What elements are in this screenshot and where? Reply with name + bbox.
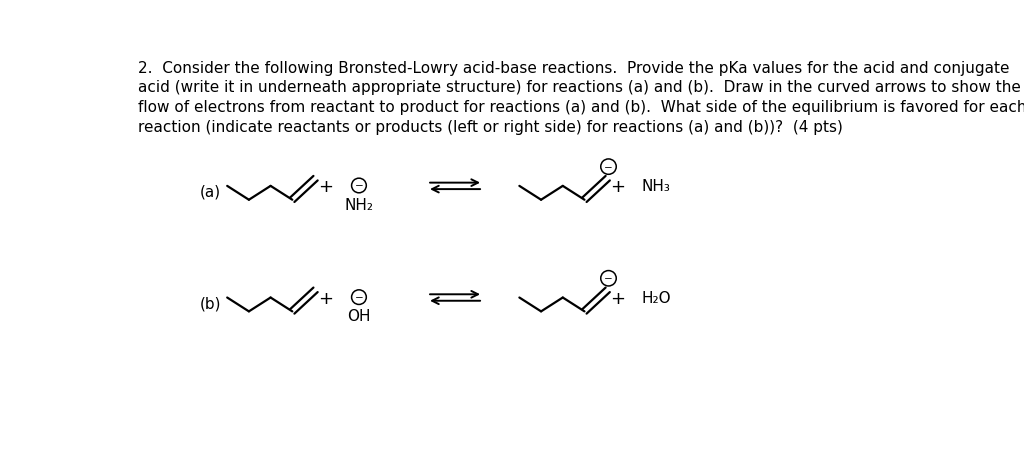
Text: −: − <box>604 162 613 172</box>
Text: NH₂: NH₂ <box>344 197 374 212</box>
Text: NH₃: NH₃ <box>641 179 670 194</box>
Text: +: + <box>610 178 626 196</box>
Text: +: + <box>318 289 333 307</box>
Text: 2.  Consider the following Bronsted-Lowry acid-base reactions.  Provide the pKa : 2. Consider the following Bronsted-Lowry… <box>137 61 1024 134</box>
Text: +: + <box>318 178 333 196</box>
Text: +: + <box>610 289 626 307</box>
Text: −: − <box>354 181 364 191</box>
Text: H₂O: H₂O <box>641 291 671 305</box>
Text: (b): (b) <box>200 296 221 311</box>
Text: −: − <box>354 292 364 302</box>
Text: −: − <box>604 274 613 284</box>
Text: (a): (a) <box>200 185 221 199</box>
Text: OH: OH <box>347 308 371 324</box>
